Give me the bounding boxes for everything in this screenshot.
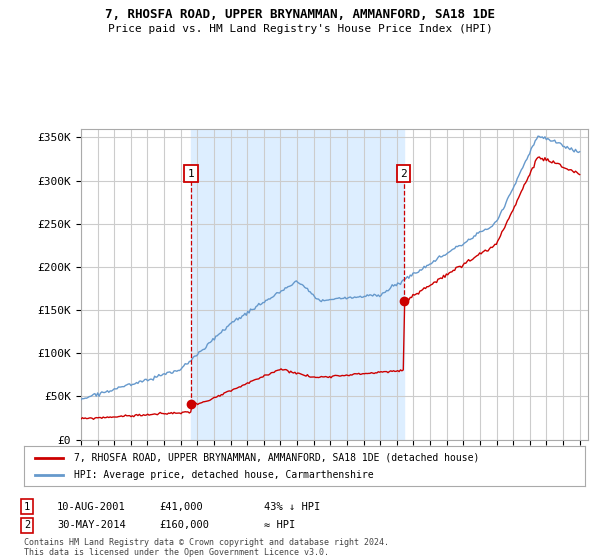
Text: 10-AUG-2001: 10-AUG-2001 [57, 502, 126, 512]
Bar [191, 129, 404, 440]
Text: ≈ HPI: ≈ HPI [264, 520, 295, 530]
Text: 7, RHOSFA ROAD, UPPER BRYNAMMAN, AMMANFORD, SA18 1DE (detached house): 7, RHOSFA ROAD, UPPER BRYNAMMAN, AMMANFO… [74, 453, 480, 463]
Text: 1: 1 [188, 169, 194, 179]
Text: £160,000: £160,000 [159, 520, 209, 530]
Text: Price paid vs. HM Land Registry's House Price Index (HPI): Price paid vs. HM Land Registry's House … [107, 24, 493, 34]
Text: 30-MAY-2014: 30-MAY-2014 [57, 520, 126, 530]
Text: 7, RHOSFA ROAD, UPPER BRYNAMMAN, AMMANFORD, SA18 1DE: 7, RHOSFA ROAD, UPPER BRYNAMMAN, AMMANFO… [105, 8, 495, 21]
Text: 2: 2 [400, 169, 407, 179]
Text: £41,000: £41,000 [159, 502, 203, 512]
Text: HPI: Average price, detached house, Carmarthenshire: HPI: Average price, detached house, Carm… [74, 470, 374, 480]
Text: 2: 2 [24, 520, 30, 530]
Text: 1: 1 [24, 502, 30, 512]
Text: Contains HM Land Registry data © Crown copyright and database right 2024.
This d: Contains HM Land Registry data © Crown c… [24, 538, 389, 557]
Text: 43% ↓ HPI: 43% ↓ HPI [264, 502, 320, 512]
